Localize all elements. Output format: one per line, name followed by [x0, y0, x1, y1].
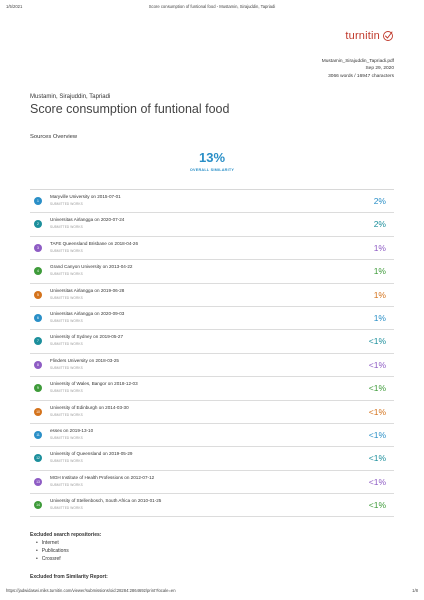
- print-footer: https://jadwidaswi.miks.turnitin.com/vie…: [6, 588, 418, 596]
- source-similarity-percent: <1%: [368, 359, 386, 370]
- divider: [30, 189, 394, 190]
- source-kind: SUBMITTED WORKS: [50, 202, 83, 206]
- excluded-item: Publications: [36, 547, 101, 555]
- source-similarity-percent: <1%: [368, 500, 386, 511]
- source-kind: SUBMITTED WORKS: [50, 389, 83, 394]
- source-row[interactable]: 5 Universitas Airlangga on 2019-06-28 SUBM…: [30, 284, 394, 307]
- source-name[interactable]: Universitas Airlangga on 2019-06-28: [50, 287, 125, 293]
- source-kind: SUBMITTED WORKS: [50, 435, 83, 440]
- overall-similarity: 13% OVERALL SIMILARITY: [0, 150, 424, 172]
- logo-wordmark: turnitin: [345, 30, 380, 42]
- source-row[interactable]: 10 University of Edinburgh on 2014-03-30 S…: [30, 401, 394, 424]
- source-kind: SUBMITTED WORKS: [50, 295, 83, 300]
- excluded-item: Crossref: [36, 555, 101, 563]
- source-kind: SUBMITTED WORKS: [50, 248, 83, 253]
- source-row[interactable]: 3 TAFE Queensland Brisbane on 2018-04-26 S…: [30, 237, 394, 261]
- source-name[interactable]: Universitas Airlangga on 2020-09-03: [50, 310, 125, 316]
- source-number-badge: 3: [34, 243, 42, 252]
- meta-counts: 3066 words / 16947 characters: [328, 73, 394, 79]
- source-name[interactable]: University of Queensland on 2019-05-29: [50, 451, 133, 457]
- excluded-repositories: Excluded search repositories: Internet P…: [30, 532, 101, 564]
- source-kind: SUBMITTED WORKS: [50, 342, 83, 347]
- source-similarity-percent: <1%: [368, 453, 386, 464]
- source-name[interactable]: University of Edinburgh on 2014-03-30: [50, 404, 129, 410]
- source-similarity-percent: 2%: [373, 196, 386, 206]
- source-row[interactable]: 4 Grand Canyon University on 2013-04-22 SU…: [30, 260, 394, 284]
- document-authors: Mustamin, Sirajuddin, Tapriadi: [30, 94, 111, 100]
- source-row[interactable]: 13 MGH Institute of Health Professions on…: [30, 471, 394, 495]
- source-row[interactable]: 1 Maryville University on 2015-07-01 SUBMI…: [30, 190, 394, 214]
- source-number-badge: 5: [34, 290, 42, 299]
- source-number-badge: 8: [34, 360, 42, 369]
- source-name[interactable]: essex on 2019-13-10: [50, 427, 94, 433]
- source-name[interactable]: Flinders University on 2018-03-25: [50, 357, 119, 363]
- overall-similarity-percent: 13%: [198, 150, 226, 165]
- source-kind: SUBMITTED WORKS: [50, 412, 83, 417]
- overall-similarity-label: OVERALL SIMILARITY: [189, 168, 235, 172]
- source-name[interactable]: MGH Institute of Health Professions on 2…: [50, 474, 155, 480]
- print-date: 1/5/2021: [6, 4, 23, 9]
- source-kind: SUBMITTED WORKS: [50, 506, 83, 511]
- source-similarity-percent: <1%: [368, 383, 386, 394]
- source-similarity-percent: <1%: [368, 336, 386, 347]
- source-similarity-percent: 1%: [373, 266, 386, 277]
- source-name[interactable]: University of Sydney on 2019-05-27: [50, 334, 124, 340]
- source-row[interactable]: 14 University of Stellenbosch, South Afri…: [30, 494, 394, 518]
- source-row[interactable]: 7 University of Sydney on 2019-05-27 SUBMI…: [30, 330, 394, 354]
- source-similarity-percent: 1%: [373, 289, 386, 300]
- source-number-badge: 13: [34, 477, 42, 486]
- source-row[interactable]: 12 University of Queensland on 2019-05-29…: [30, 447, 394, 471]
- document-meta: Mustamin_Sirajuddin_Tapriadi.pdf Sep 29,…: [322, 58, 394, 80]
- source-similarity-percent: 1%: [373, 312, 386, 323]
- excluded-repositories-list: Internet Publications Crossref: [36, 539, 101, 564]
- source-row[interactable]: 8 Flinders University on 2018-03-25 SUBMIT…: [30, 354, 394, 378]
- source-name[interactable]: University of Wales, Bangor on 2018-12-0…: [50, 381, 138, 387]
- source-name[interactable]: Grand Canyon University on 2013-04-22: [50, 264, 133, 270]
- source-row[interactable]: 2 Universitas Airlangga on 2020-07-24 SUBM…: [30, 213, 394, 237]
- source-row[interactable]: 11 essex on 2019-13-10 SUBMITTED WORKS <1%: [30, 424, 394, 448]
- source-similarity-percent: <1%: [368, 429, 386, 440]
- source-number-badge: 2: [34, 220, 42, 229]
- source-kind: SUBMITTED WORKS: [50, 318, 83, 323]
- source-number-badge: 4: [34, 267, 42, 276]
- source-row[interactable]: 6 Universitas Airlangga on 2020-09-03 SUBM…: [30, 307, 394, 331]
- source-number-badge: 12: [34, 454, 42, 463]
- source-name[interactable]: University of Stellenbosch, South Africa…: [50, 498, 162, 504]
- sources-overview-heading: Sources Overview: [30, 134, 78, 140]
- excluded-from-report-heading: Excluded from Similarity Report:: [30, 574, 108, 580]
- source-row[interactable]: 9 University of Wales, Bangor on 2018-12-…: [30, 377, 394, 401]
- excluded-repositories-heading: Excluded search repositories:: [30, 532, 102, 538]
- source-number-badge: 14: [34, 501, 42, 510]
- meta-filename: Mustamin_Sirajuddin_Tapriadi.pdf: [321, 59, 394, 64]
- print-title: Score consumption of funtional food - Mu…: [148, 4, 276, 9]
- source-kind: SUBMITTED WORKS: [50, 459, 83, 464]
- source-similarity-percent: <1%: [368, 476, 386, 487]
- source-name[interactable]: Maryville University on 2015-07-01: [50, 194, 121, 199]
- source-number-badge: 1: [34, 197, 42, 205]
- source-name[interactable]: TAFE Queensland Brisbane on 2018-04-26: [50, 240, 139, 246]
- turnitin-logo: turnitin: [345, 30, 394, 42]
- source-name[interactable]: Universitas Airlangga on 2020-07-24: [50, 217, 125, 223]
- source-list: 1 Maryville University on 2015-07-01 SUBMI…: [30, 190, 394, 518]
- source-kind: SUBMITTED WORKS: [50, 482, 83, 487]
- print-url: https://jadwidaswi.miks.turnitin.com/vie…: [6, 588, 176, 593]
- source-number-badge: 11: [34, 430, 42, 439]
- source-number-badge: 7: [34, 337, 42, 346]
- source-number-badge: 9: [34, 384, 42, 393]
- print-header: 1/5/2021 Score consumption of funtional …: [6, 4, 418, 12]
- source-kind: SUBMITTED WORKS: [50, 365, 83, 370]
- source-number-badge: 6: [34, 313, 42, 322]
- source-similarity-percent: <1%: [368, 406, 386, 417]
- source-kind: SUBMITTED WORKS: [50, 225, 83, 230]
- document-title: Score consumption of funtional food: [30, 102, 230, 116]
- source-similarity-percent: 1%: [373, 242, 386, 253]
- excluded-item: Internet: [36, 539, 101, 547]
- print-page-number: 1/8: [412, 588, 418, 593]
- source-kind: SUBMITTED WORKS: [50, 272, 83, 277]
- meta-date: Sep 29, 2020: [365, 66, 394, 72]
- source-similarity-percent: 2%: [373, 219, 386, 230]
- turnitin-pen-check-icon: [383, 31, 393, 41]
- source-number-badge: 10: [34, 407, 42, 416]
